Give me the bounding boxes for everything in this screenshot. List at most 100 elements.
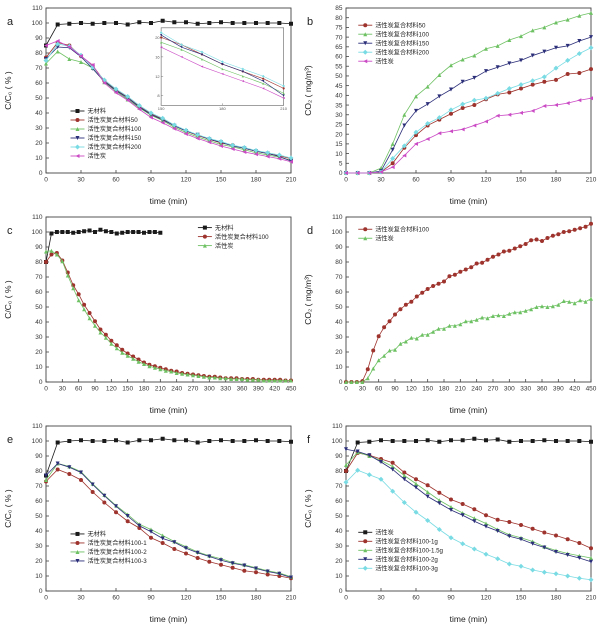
svg-text:0: 0	[339, 588, 343, 595]
panel-f: f 0 30 60 90 120 150 180 210 0 10 20 30 40 50 60 70 80 90…	[300, 418, 600, 627]
svg-text:30: 30	[35, 334, 43, 341]
chart-svg-e: 0 30 60 90 120 150 180 210 0 10 20 30 40 50 60 70 80 90 10…	[3, 423, 297, 624]
svg-text:80: 80	[335, 468, 343, 475]
svg-text:70: 70	[335, 34, 343, 41]
series-活性炭	[344, 96, 593, 175]
svg-text:16: 16	[155, 54, 160, 59]
legend-b: 活性炭复合材料50活性炭复合材料100活性炭复合材料150活性炭复合材料200活…	[358, 21, 429, 65]
svg-text:90: 90	[91, 386, 99, 393]
svg-text:0: 0	[344, 177, 348, 184]
panel-label-d: d	[307, 225, 314, 237]
svg-text:活性炭复合材料100: 活性炭复合材料100	[215, 233, 269, 241]
svg-text:300: 300	[204, 386, 215, 393]
legend-a: 无材料活性炭复合材料50活性炭复合材料100活性炭复合材料150活性炭复合材料2…	[70, 107, 142, 160]
chart-svg-b: 0 30 60 90 120 150 180 210 0 5 10 15 20 25 30 35 40 45 50 5…	[303, 5, 597, 206]
svg-text:80: 80	[335, 259, 343, 266]
svg-text:150: 150	[516, 595, 527, 602]
series-活性炭-inset	[160, 46, 285, 100]
svg-text:0: 0	[339, 170, 343, 177]
svg-text:420: 420	[569, 386, 580, 393]
svg-text:80: 80	[35, 50, 43, 57]
svg-text:50: 50	[335, 304, 343, 311]
series-无材料	[44, 227, 163, 264]
svg-text:450: 450	[586, 386, 597, 393]
svg-text:70: 70	[335, 483, 343, 490]
svg-text:240: 240	[471, 386, 482, 393]
chart-svg-d: 0 30 60 90 120 150 180 210 240 270 300 330 360 390 420…	[303, 214, 597, 415]
svg-text:90: 90	[147, 595, 155, 602]
panel-c: c 0 30 60 90 120 150 180 210 240 270 300 330 360 390 4…	[0, 209, 300, 418]
svg-text:活性炭复合材料100-3g: 活性炭复合材料100-3g	[375, 565, 438, 573]
series-活性炭复合材料100-inset	[160, 41, 285, 95]
svg-text:活性炭复合材料200: 活性炭复合材料200	[375, 48, 429, 56]
svg-text:无材料: 无材料	[215, 224, 234, 232]
panel-label-b: b	[307, 16, 314, 28]
series-无材料	[44, 436, 293, 478]
svg-text:40: 40	[335, 528, 343, 535]
svg-text:20: 20	[335, 558, 343, 565]
svg-text:180: 180	[139, 386, 150, 393]
series-活性炭复合材料100	[44, 251, 293, 383]
svg-text:150: 150	[216, 595, 227, 602]
svg-text:90: 90	[147, 177, 155, 184]
svg-text:70: 70	[35, 274, 43, 281]
series-活性炭	[44, 248, 293, 383]
svg-text:55: 55	[335, 63, 343, 70]
svg-text:180: 180	[251, 177, 262, 184]
svg-text:CO₂ ( mg/m³): CO₂ ( mg/m³)	[303, 65, 313, 116]
svg-text:210: 210	[155, 386, 166, 393]
svg-text:150: 150	[158, 106, 165, 111]
series-活性炭复合材料50	[344, 67, 593, 175]
svg-text:活性炭: 活性炭	[375, 57, 394, 65]
svg-text:0: 0	[344, 595, 348, 602]
svg-text:60: 60	[75, 386, 83, 393]
chart-svg-a: 0 30 60 90 120 150 180 210 0 10 20 30 40 50 60 70 80 90 10…	[3, 5, 297, 206]
svg-text:40: 40	[35, 110, 43, 117]
svg-text:30: 30	[335, 543, 343, 550]
svg-text:60: 60	[335, 498, 343, 505]
svg-text:time (min): time (min)	[450, 405, 488, 415]
svg-text:30: 30	[35, 125, 43, 132]
series-活性炭复合材料200	[343, 45, 594, 176]
svg-text:0: 0	[39, 170, 43, 177]
svg-text:60: 60	[335, 54, 343, 61]
svg-text:20: 20	[155, 35, 160, 40]
svg-text:90: 90	[335, 244, 343, 251]
svg-text:150: 150	[422, 386, 433, 393]
svg-text:390: 390	[253, 386, 264, 393]
svg-text:活性炭复合材料100-2: 活性炭复合材料100-2	[88, 548, 148, 556]
svg-text:420: 420	[269, 386, 280, 393]
panel-a: a 0 30 60 90 120 150 180 210 0 10 20 30 40 50 60 70 80 90…	[0, 0, 300, 209]
svg-text:90: 90	[335, 453, 343, 460]
svg-text:60: 60	[112, 595, 120, 602]
svg-text:10: 10	[335, 151, 343, 158]
svg-text:60: 60	[35, 289, 43, 296]
series-活性炭复合材料100-3g	[343, 467, 594, 583]
svg-text:活性炭复合材料150: 活性炭复合材料150	[375, 39, 429, 47]
svg-text:210: 210	[455, 386, 466, 393]
svg-text:20: 20	[335, 131, 343, 138]
svg-text:330: 330	[220, 386, 231, 393]
svg-text:30: 30	[77, 595, 85, 602]
svg-text:30: 30	[35, 543, 43, 550]
svg-text:330: 330	[520, 386, 531, 393]
svg-text:90: 90	[447, 177, 455, 184]
series-无材料	[44, 18, 293, 48]
svg-text:活性炭复合材料50: 活性炭复合材料50	[88, 116, 139, 124]
svg-text:10: 10	[35, 573, 43, 580]
svg-text:活性炭复合材料100-1: 活性炭复合材料100-1	[88, 539, 148, 547]
svg-text:活性炭: 活性炭	[215, 242, 234, 250]
svg-text:180: 180	[439, 386, 450, 393]
svg-text:60: 60	[35, 80, 43, 87]
svg-text:85: 85	[335, 5, 343, 12]
svg-text:110: 110	[332, 423, 343, 430]
svg-text:0: 0	[339, 379, 343, 386]
svg-text:5: 5	[339, 160, 343, 167]
svg-text:90: 90	[35, 453, 43, 460]
svg-text:C/C₀ ( % ): C/C₀ ( % )	[303, 489, 313, 528]
svg-text:0: 0	[44, 177, 48, 184]
svg-text:C/C₀ ( % ): C/C₀ ( % )	[3, 280, 13, 319]
